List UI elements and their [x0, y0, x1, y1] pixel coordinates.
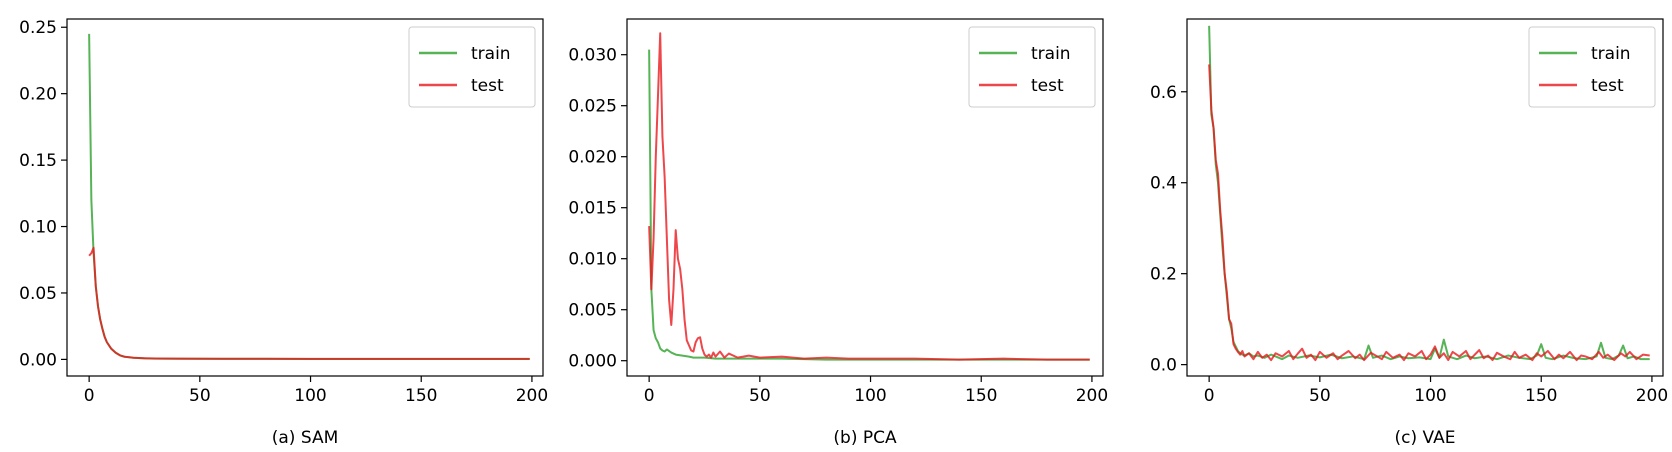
x-tick-label: 100: [854, 386, 886, 406]
chart-panel-1: 0 50 100 150 200 0.000 0.005 0.010 0.015 0.020 0.0…: [568, 18, 1108, 448]
legend-label-test: test: [1031, 76, 1064, 96]
x-tick-label: 200: [516, 386, 548, 406]
chart-panel-2: 0 50 100 150 200 0.0 0.2 0.4 0.6 train test (c) VAE: [1150, 18, 1668, 448]
legend-label-test: test: [471, 76, 504, 96]
legend-label-train: train: [1591, 44, 1631, 64]
y-tick-label: 0.4: [1150, 174, 1177, 194]
x-tick-label: 0: [644, 386, 655, 406]
y-tick-label: 0.010: [568, 250, 617, 270]
y-tick-label: 0.000: [568, 352, 617, 372]
x-tick-label: 0: [84, 386, 95, 406]
x-tick-label: 150: [1525, 386, 1557, 406]
x-tick-label: 50: [1309, 386, 1331, 406]
series-line-test: [648, 32, 1090, 361]
panel-caption: (b) PCA: [833, 428, 897, 448]
y-tick-label: 0.2: [1150, 265, 1177, 285]
plot-area-frame: [66, 18, 544, 377]
y-tick-label: 0.005: [568, 301, 617, 321]
x-tick-label: 100: [1414, 386, 1446, 406]
plot-area-frame: [626, 18, 1104, 377]
x-tick-label: 0: [1204, 386, 1215, 406]
x-tick-label: 150: [405, 386, 437, 406]
legend: train test: [1528, 26, 1656, 108]
legend-label-test: test: [1591, 76, 1624, 96]
series-line-train: [648, 49, 1090, 361]
series-line-test: [1208, 64, 1650, 362]
x-tick-label: 50: [189, 386, 211, 406]
series-line-test: [88, 246, 530, 360]
legend-label-train: train: [1031, 44, 1071, 64]
x-tick-label: 50: [749, 386, 771, 406]
x-tick-label: 200: [1076, 386, 1108, 406]
y-tick-label: 0.020: [568, 148, 617, 168]
y-tick-label: 0.05: [19, 284, 57, 304]
legend-box: [408, 26, 536, 108]
plot-area-frame: [1186, 18, 1664, 377]
x-tick-label: 150: [965, 386, 997, 406]
panel-caption: (c) VAE: [1395, 428, 1456, 448]
legend-box: [1528, 26, 1656, 108]
x-tick-label: 100: [294, 386, 326, 406]
y-tick-label: 0.6: [1150, 83, 1177, 103]
y-tick-label: 0.25: [19, 18, 57, 38]
legend-label-train: train: [471, 44, 511, 64]
y-tick-label: 0.00: [19, 350, 57, 370]
y-tick-label: 0.015: [568, 199, 617, 219]
y-tick-label: 0.20: [19, 85, 57, 105]
y-tick-label: 0.10: [19, 218, 57, 238]
y-tick-label: 0.15: [19, 151, 57, 171]
panel-caption: (a) SAM: [272, 428, 339, 448]
x-tick-label: 200: [1636, 386, 1668, 406]
y-tick-label: 0.030: [568, 46, 617, 66]
legend-box: [968, 26, 1096, 108]
legend: train test: [408, 26, 536, 108]
chart-panel-0: 0 50 100 150 200 0.00 0.05 0.10 0.15 0.20 0.25 trai…: [19, 18, 548, 448]
y-tick-label: 0.025: [568, 97, 617, 117]
y-tick-label: 0.0: [1150, 356, 1177, 376]
legend: train test: [968, 26, 1096, 108]
